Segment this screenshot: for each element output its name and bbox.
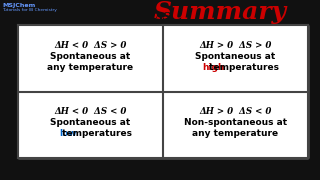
Text: ΔH < 0  ΔS > 0: ΔH < 0 ΔS > 0	[54, 41, 127, 50]
Text: ΔH > 0  ΔS > 0: ΔH > 0 ΔS > 0	[199, 41, 272, 50]
Text: Tutorials for IB Chemistry: Tutorials for IB Chemistry	[2, 8, 57, 12]
Text: temperatures: temperatures	[206, 63, 279, 72]
Text: low: low	[60, 129, 77, 138]
Text: Spontaneous at: Spontaneous at	[50, 52, 131, 61]
Text: ΔH > 0  ΔS < 0: ΔH > 0 ΔS < 0	[199, 107, 272, 116]
Text: any temperature: any temperature	[192, 129, 279, 138]
Bar	[18, 25, 308, 158]
Text: ΔH: ΔH	[311, 86, 320, 97]
Text: ΔS: ΔS	[155, 11, 171, 22]
Text: MSJChem: MSJChem	[2, 3, 35, 8]
Text: ΔH < 0  ΔS < 0: ΔH < 0 ΔS < 0	[54, 107, 127, 116]
Text: any temperature: any temperature	[47, 63, 133, 72]
Text: Spontaneous at: Spontaneous at	[50, 118, 131, 127]
Text: Non-spontaneous at: Non-spontaneous at	[184, 118, 287, 127]
Text: Summary: Summary	[154, 0, 286, 24]
Text: temperatures: temperatures	[59, 129, 132, 138]
Text: high: high	[202, 63, 225, 72]
Text: Spontaneous at: Spontaneous at	[196, 52, 276, 61]
